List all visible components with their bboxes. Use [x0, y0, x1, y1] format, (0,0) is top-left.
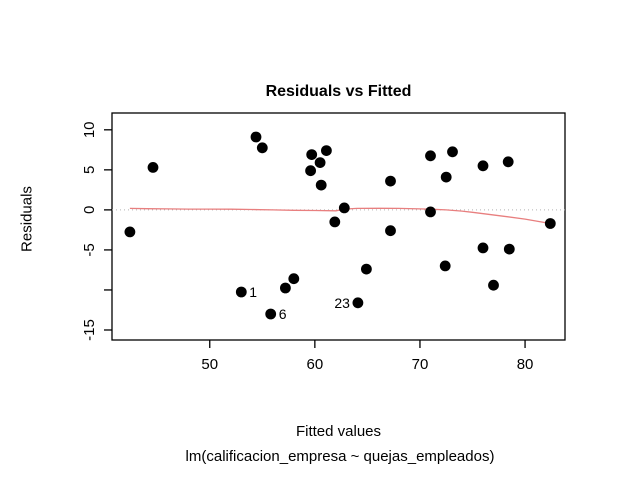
- model-formula-label: lm(calificacion_empresa ~ quejas_emplead…: [185, 448, 495, 465]
- chart-title: Residuals vs Fitted: [265, 83, 412, 100]
- data-point: [425, 150, 436, 162]
- data-point: [321, 145, 332, 157]
- y-tick-label: 10: [81, 121, 98, 138]
- data-point: [338, 202, 350, 214]
- y-tick-label: 0: [81, 206, 98, 214]
- data-point: [502, 156, 514, 168]
- data-point: [488, 279, 499, 291]
- data-point: [250, 131, 262, 143]
- data-point: [329, 216, 341, 228]
- data-point: [385, 175, 396, 187]
- x-tick-label: 50: [201, 356, 218, 373]
- data-point: [352, 297, 364, 309]
- data-point: [544, 218, 556, 229]
- data-point: [265, 308, 277, 320]
- point-label: 1: [249, 284, 257, 300]
- data-point: [256, 142, 268, 154]
- x-tick-label: 80: [517, 356, 534, 373]
- data-point: [440, 171, 452, 183]
- data-point: [314, 157, 326, 169]
- data-point: [361, 263, 372, 275]
- x-tick-label: 60: [307, 356, 324, 373]
- y-tick-label: -15: [81, 319, 98, 341]
- data-point: [288, 273, 300, 285]
- data-point: [439, 260, 451, 272]
- x-axis-label: Fitted values: [295, 423, 382, 440]
- data-point: [425, 206, 436, 218]
- smoother-line: [129, 207, 551, 225]
- data-point: [306, 149, 318, 161]
- data-point: [124, 226, 136, 238]
- data-point: [503, 243, 515, 255]
- data-point: [385, 225, 396, 237]
- point-label: 23: [334, 295, 350, 311]
- data-point: [477, 242, 489, 254]
- data-point: [235, 286, 247, 298]
- data-point: [280, 282, 291, 294]
- y-tick-label: -5: [81, 243, 98, 256]
- data-point: [315, 179, 327, 191]
- plot-box: [111, 112, 566, 341]
- data-point: [147, 162, 159, 173]
- data-point: [477, 160, 489, 172]
- data-point: [305, 165, 316, 177]
- data-point: [447, 146, 458, 158]
- y-tick-label: 5: [81, 166, 98, 174]
- point-label: 6: [279, 306, 287, 322]
- x-tick-label: 70: [412, 356, 429, 373]
